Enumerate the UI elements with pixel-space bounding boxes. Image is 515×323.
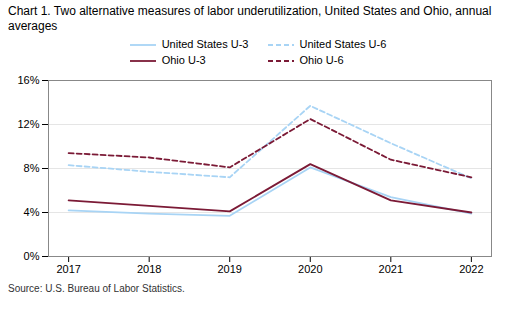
svg-text:2019: 2019 (217, 263, 241, 275)
svg-text:12%: 12% (17, 118, 39, 130)
svg-text:4%: 4% (24, 206, 40, 218)
html-text:United States U-3: United States U-3 (161, 38, 249, 50)
svg-text:2021: 2021 (379, 263, 403, 275)
html-text:Source: U.S. Bureau of Labor S: Source: U.S. Bureau of Labor Statistics. (8, 283, 185, 294)
svg-text:0%: 0% (24, 250, 40, 262)
html-text:United States U-6: United States U-6 (299, 38, 387, 50)
svg-text:2022: 2022 (459, 263, 483, 275)
svg-text:16%: 16% (17, 74, 39, 86)
html-text:Chart 1. Two alternative measu: Chart 1. Two alternative measures of lab… (8, 4, 492, 33)
html-text:Ohio U-6: Ohio U-6 (299, 54, 344, 66)
svg-text:2017: 2017 (56, 263, 80, 275)
svg-text:2020: 2020 (298, 263, 322, 275)
svg-text:2018: 2018 (137, 263, 161, 275)
svg-text:8%: 8% (24, 162, 40, 174)
html-text:Ohio U-3: Ohio U-3 (161, 54, 206, 66)
